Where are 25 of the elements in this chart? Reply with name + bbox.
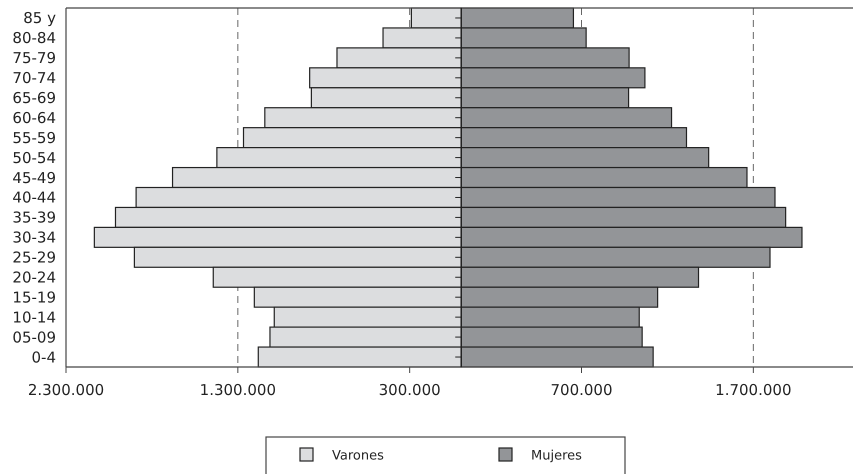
- y-tick-label: 30-34: [12, 228, 56, 247]
- y-tick-label: 75-79: [12, 49, 56, 68]
- y-tick-label: 40-44: [12, 188, 56, 207]
- y-tick-label: 15-19: [12, 288, 56, 306]
- y-tick-label: 35-39: [12, 208, 56, 227]
- x-tick-label: 700.000: [550, 381, 613, 399]
- y-tick-label: 80-84: [12, 29, 56, 48]
- y-tick-label: 10-14: [12, 308, 56, 326]
- legend-label: Mujeres: [531, 448, 582, 464]
- x-tick-label: 300.000: [378, 381, 441, 399]
- y-tick-label: 50-54: [12, 148, 56, 167]
- x-tick-label: 1.700.000: [715, 381, 792, 399]
- y-tick-label: 85 y: [23, 9, 56, 28]
- x-tick-label: 2.300.000: [28, 381, 104, 399]
- y-tick-label: 70-74: [12, 69, 56, 88]
- legend-label: Varones: [332, 448, 384, 464]
- y-tick-label: 45-49: [12, 168, 56, 187]
- y-tick-label: 60-64: [12, 108, 56, 127]
- y-tick-label: 0-4: [32, 348, 56, 366]
- y-tick-label: 55-59: [12, 128, 56, 147]
- x-tick-label: 1.300.000: [200, 381, 276, 399]
- y-tick-label: 65-69: [12, 89, 56, 107]
- y-tick-label: 20-24: [12, 268, 56, 286]
- y-tick-label: 05-09: [12, 328, 56, 346]
- y-tick-label: 25-29: [12, 248, 56, 267]
